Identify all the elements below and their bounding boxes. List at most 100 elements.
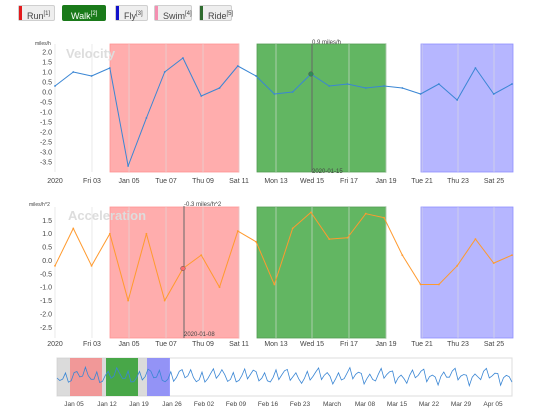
vel-point[interactable] <box>72 71 75 73</box>
vel-point[interactable] <box>163 71 166 73</box>
acc-point[interactable] <box>127 299 130 302</box>
acceleration-hover: -0.3 miles/h^2 2020-01-08 <box>180 202 222 338</box>
acc-y-tick-label: 0.5 <box>42 245 52 252</box>
vel-point[interactable] <box>236 65 239 67</box>
acc-point[interactable] <box>328 238 331 240</box>
vel-point[interactable] <box>401 87 404 89</box>
acc-x-tick-label: Tue 07 <box>155 341 177 348</box>
acc-point[interactable] <box>108 232 111 235</box>
acc-point[interactable] <box>90 264 93 267</box>
acc-point[interactable] <box>437 283 440 286</box>
acceleration-series[interactable] <box>54 211 513 302</box>
acc-fly-band[interactable] <box>420 206 514 339</box>
legend-button-run[interactable]: Run[1] <box>18 5 55 21</box>
overview-run-band <box>70 358 102 396</box>
acc-point[interactable] <box>291 227 294 230</box>
velocity-series[interactable] <box>54 57 513 167</box>
vel-point[interactable] <box>255 75 257 77</box>
vel-point[interactable] <box>346 83 349 85</box>
acc-point[interactable] <box>163 299 166 302</box>
acc-point[interactable] <box>54 264 56 267</box>
vel-segment <box>145 71 166 119</box>
vel-point[interactable] <box>492 93 495 95</box>
vel-x-tick-label: Jan 19 <box>375 178 396 185</box>
acc-x-tick-label: Jan 19 <box>375 341 396 348</box>
acc-point[interactable] <box>236 230 239 232</box>
acc-point[interactable] <box>511 254 513 257</box>
vel-point[interactable] <box>511 83 513 85</box>
acceleration-activity-bands[interactable] <box>109 206 514 339</box>
acc-segment <box>347 213 367 239</box>
acc-segment <box>383 217 403 256</box>
vel-segment <box>219 65 239 89</box>
vel-point[interactable] <box>437 83 440 85</box>
acc-segment <box>219 230 239 288</box>
vel-segment <box>292 73 312 93</box>
velocity-activity-bands[interactable] <box>109 43 514 173</box>
velocity-panel: miles/h Velocity 2.0 1.5 1.0 0.5 0.0 -0.5 -1.0… <box>35 40 514 185</box>
vel-point[interactable] <box>145 117 148 119</box>
vel-point[interactable] <box>364 87 367 89</box>
acc-point[interactable] <box>218 286 221 289</box>
overview-range-selector[interactable]: Jan 05 Jan 12 Jan 19 Jan 26 Feb 02 Feb 09 Feb … <box>56 357 513 408</box>
acc-point[interactable] <box>456 264 459 267</box>
overview-x-tick-label: Jan 19 <box>129 401 149 408</box>
acc-point[interactable] <box>255 240 257 243</box>
vel-point[interactable] <box>456 99 459 101</box>
vel-walk-band[interactable] <box>256 43 387 173</box>
acc-point[interactable] <box>200 254 203 257</box>
legend-swatch <box>116 6 119 20</box>
acc-point[interactable] <box>474 238 477 240</box>
vel-point[interactable] <box>182 57 184 59</box>
legend-button-swim[interactable]: Swim[4] <box>154 5 192 21</box>
vel-point[interactable] <box>218 87 221 89</box>
legend-key: [3] <box>136 11 143 17</box>
vel-point[interactable] <box>328 85 331 87</box>
acc-point[interactable] <box>273 283 276 286</box>
vel-point[interactable] <box>419 93 422 95</box>
vel-x-tick-label: 2020 <box>47 178 63 185</box>
legend-button-walk[interactable]: Walk[2] <box>62 5 106 21</box>
acc-point[interactable] <box>310 211 312 214</box>
vel-segment <box>73 71 92 77</box>
vel-segment <box>347 83 366 89</box>
legend-button-ride[interactable]: Ride[5] <box>199 5 233 21</box>
acc-y-tick-label: -0.5 <box>40 271 52 278</box>
acc-x-tick-label: Thu 09 <box>192 341 214 348</box>
vel-x-tick-label: Mon 13 <box>264 178 287 185</box>
acc-point[interactable] <box>346 236 349 239</box>
vel-fly-band[interactable] <box>420 43 514 173</box>
vel-point[interactable] <box>291 91 294 93</box>
acc-walk-band[interactable] <box>256 206 387 339</box>
acc-point[interactable] <box>492 262 495 265</box>
vel-point[interactable] <box>200 95 203 97</box>
acc-x-tick-label: Thu 23 <box>447 341 469 348</box>
vel-point[interactable] <box>474 67 477 69</box>
legend-label: Swim <box>163 11 185 21</box>
vel-y-tick-label: 0.5 <box>42 80 52 87</box>
vel-point[interactable] <box>90 75 93 77</box>
acc-point[interactable] <box>419 283 422 286</box>
acc-point[interactable] <box>145 232 148 235</box>
acc-point[interactable] <box>401 254 404 257</box>
vel-x-tick-label: Wed 15 <box>300 178 324 185</box>
vel-point[interactable] <box>383 85 385 87</box>
vel-point[interactable] <box>108 67 111 69</box>
acc-point[interactable] <box>72 227 75 230</box>
acc-run-band[interactable] <box>109 206 240 339</box>
legend-key: [4] <box>185 11 192 17</box>
legend-button-fly[interactable]: Fly[3] <box>115 5 148 21</box>
acc-point[interactable] <box>383 216 385 219</box>
vel-point[interactable] <box>54 85 56 87</box>
vel-y-tick-label: -3.0 <box>40 150 52 157</box>
velocity-unit-label: miles/h <box>35 41 51 47</box>
overview-x-tick-label: Mar 29 <box>451 401 472 408</box>
vel-point[interactable] <box>127 165 130 167</box>
velocity-hover-date: 2020-01-15 <box>312 169 343 175</box>
vel-point[interactable] <box>273 93 276 95</box>
acc-point[interactable] <box>364 212 367 215</box>
vel-run-band[interactable] <box>109 43 240 173</box>
vel-y-tick-label: 1.5 <box>42 60 52 67</box>
acc-segment <box>310 212 330 240</box>
